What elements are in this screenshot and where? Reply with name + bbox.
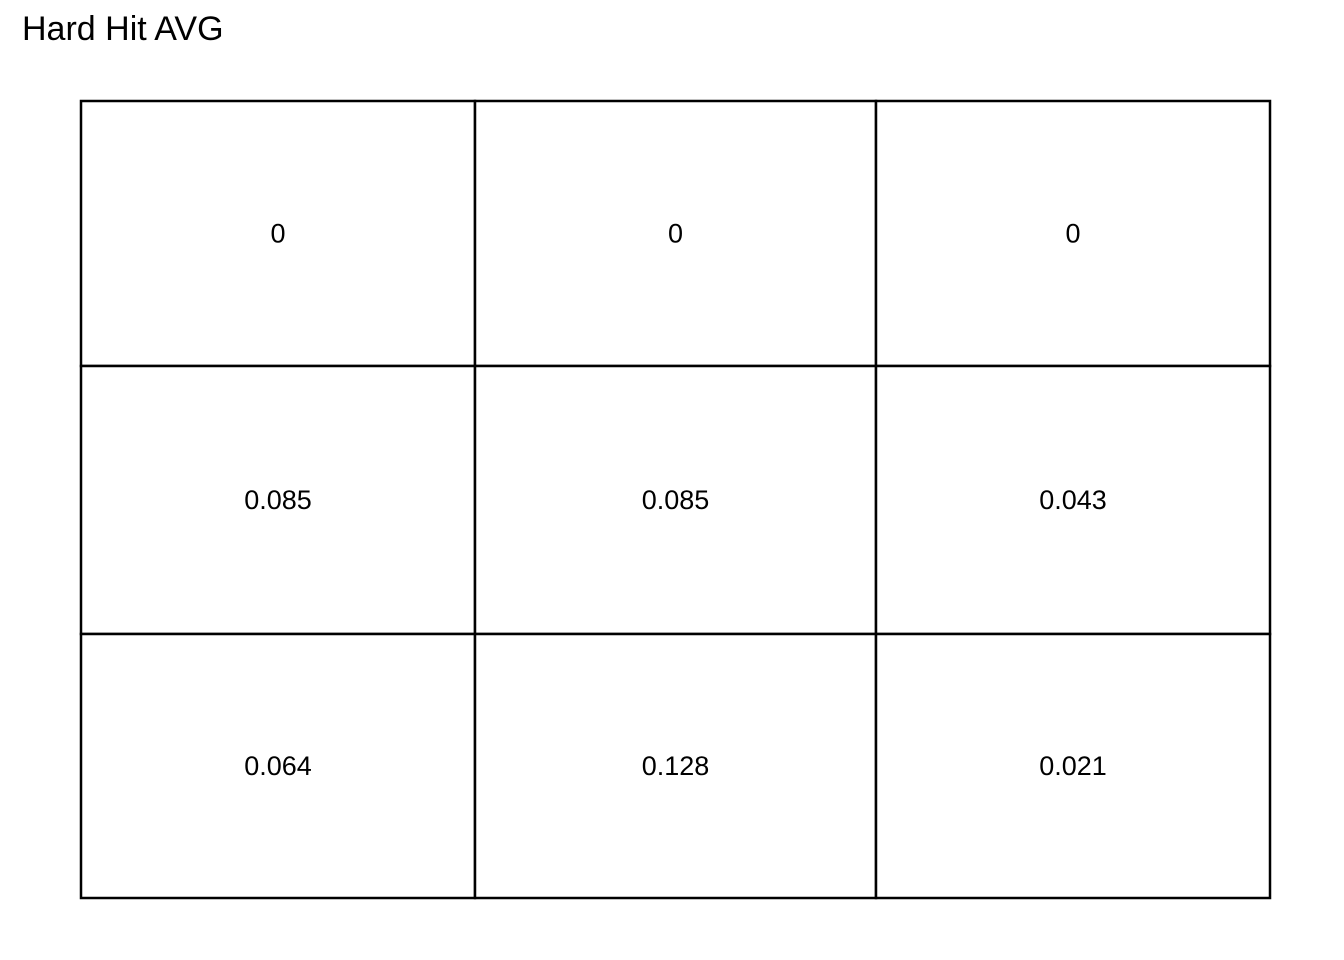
zone-cell-r2-c1 xyxy=(79,364,477,636)
chart-title: Hard Hit AVG xyxy=(22,10,224,48)
zone-cell-r3-c1 xyxy=(79,632,477,900)
zone-cell-r3-c3 xyxy=(874,632,1272,900)
zone-value-r1-c3: 0 xyxy=(1065,219,1080,249)
zone-cell-r3-c2 xyxy=(473,632,878,900)
zone-cell-r1-c2 xyxy=(473,99,878,368)
zone-value-r3-c2: 0.128 xyxy=(642,751,710,781)
zone-value-r2-c1: 0.085 xyxy=(244,485,312,515)
zone-value-r2-c3: 0.043 xyxy=(1039,485,1107,515)
zone-cell-r1-c1 xyxy=(79,99,477,368)
zone-cell-r1-c3 xyxy=(874,99,1272,368)
zone-value-r1-c2: 0 xyxy=(668,219,683,249)
zone-value-r1-c1: 0 xyxy=(270,219,285,249)
zone-value-r2-c2: 0.085 xyxy=(642,485,710,515)
zone-value-r3-c3: 0.021 xyxy=(1039,751,1107,781)
zone-value-r3-c1: 0.064 xyxy=(244,751,312,781)
